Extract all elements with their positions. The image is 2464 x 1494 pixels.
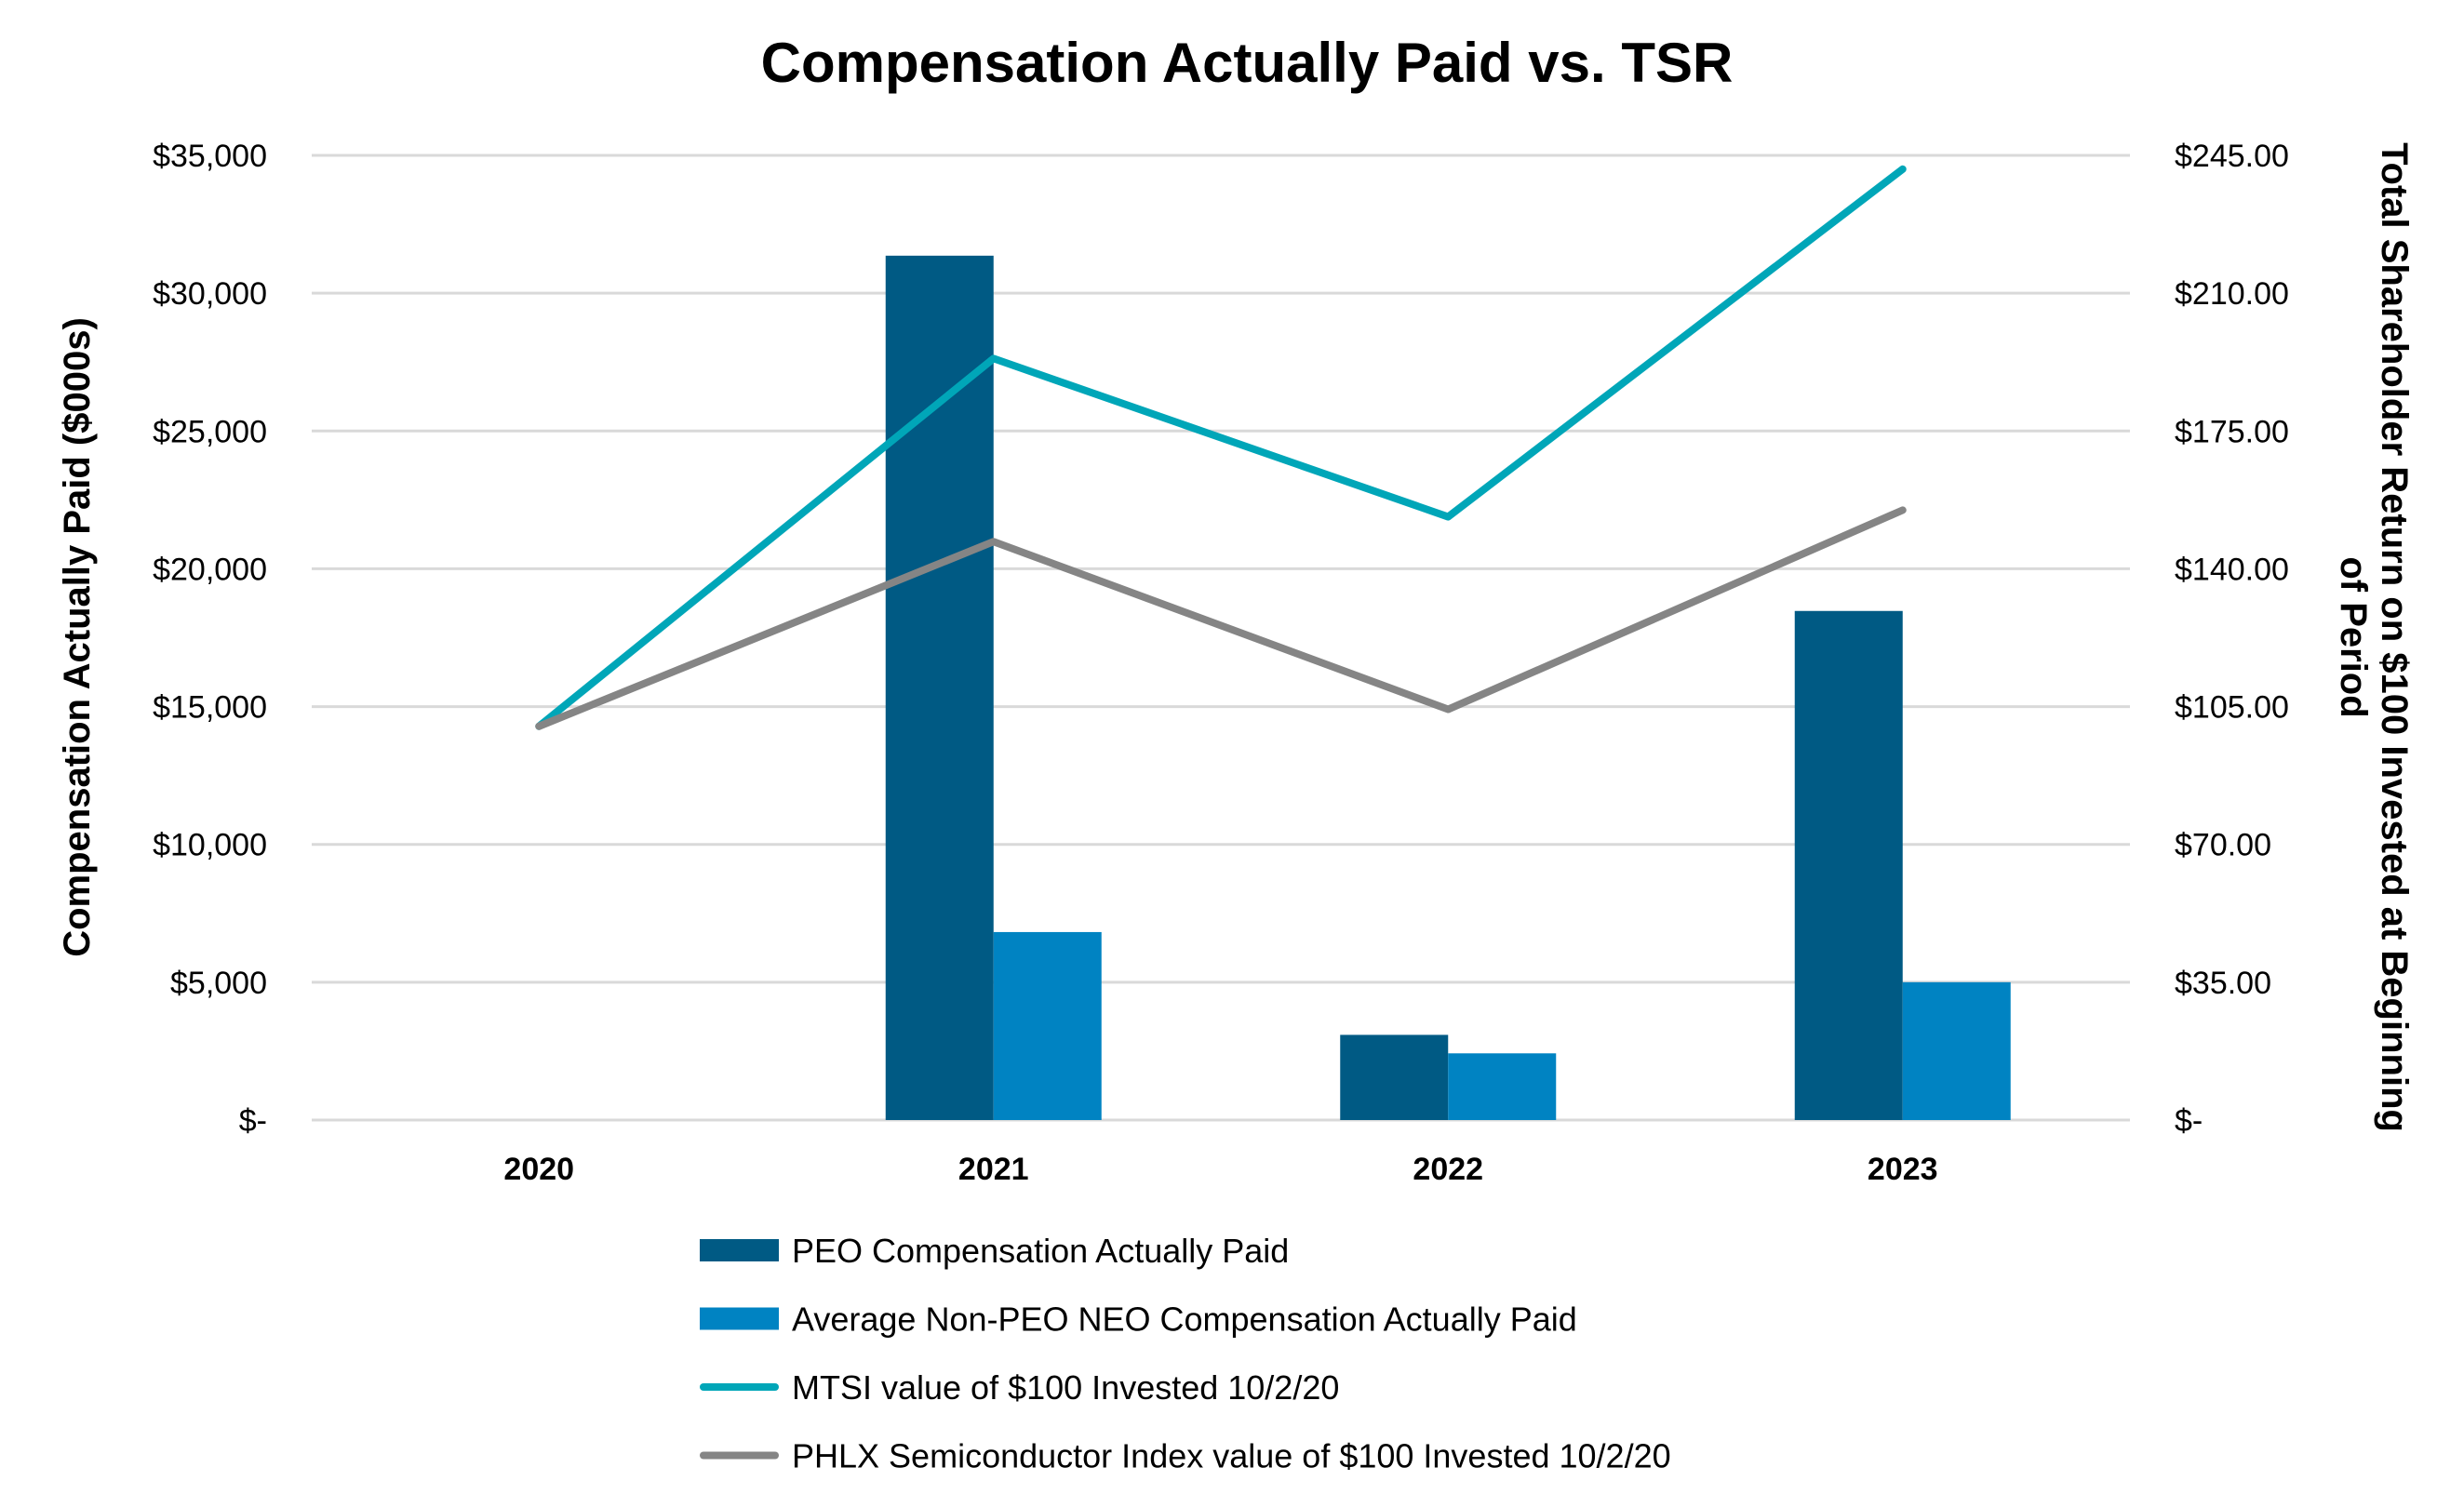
line-series-2: [535, 506, 1907, 730]
left-axis-title: Compensation Actually Paid ($000s): [57, 317, 98, 957]
legend-label: PEO Compensation Actually Paid: [792, 1232, 1289, 1270]
left-tick-label: $10,000: [153, 828, 267, 863]
left-tick-label: $30,000: [153, 276, 267, 312]
legend-label: MTSI value of $100 Invested 10/2/20: [792, 1368, 1339, 1407]
left-tick-label: $25,000: [153, 414, 267, 449]
left-axis-ticks: $- $5,000 $10,000 $15,000 $20,000 $25,000 $30,…: [153, 139, 267, 1139]
legend-swatch: [700, 1239, 779, 1261]
chart-title: Compensation Actually Paid vs. TSR: [761, 32, 1734, 94]
left-tick-label: $20,000: [153, 552, 267, 587]
bar-2021-series-1: [885, 255, 994, 1120]
right-tick-label: $35.00: [2175, 966, 2271, 1001]
gridlines: [312, 153, 2130, 1122]
legend-label: PHLX Semiconductor Index value of $100 I…: [792, 1437, 1671, 1475]
left-tick-label: $5,000: [170, 966, 267, 1001]
legend: PEO Compensation Actually Paid Average No…: [700, 1232, 1671, 1475]
left-tick-label: $35,000: [153, 139, 267, 174]
right-tick-label: $70.00: [2175, 828, 2271, 863]
legend-swatch: [700, 1307, 779, 1330]
x-tick-label: 2023: [1868, 1152, 1938, 1187]
right-axis-ticks: $- $35.00 $70.00 $105.00 $140.00 $175.00 $210.…: [2175, 139, 2289, 1139]
legend-label: Average Non-PEO NEO Compensation Actuall…: [792, 1301, 1577, 1339]
right-tick-label: $105.00: [2175, 690, 2289, 726]
bar-2022-series-2: [1448, 1053, 1557, 1120]
lines: [535, 165, 1907, 730]
line-series-1: [535, 165, 1907, 730]
bar-2023-series-2: [1902, 981, 2011, 1120]
x-tick-label: 2021: [958, 1152, 1029, 1187]
right-tick-label: $175.00: [2175, 414, 2289, 449]
right-axis-title-line-1: Total Shareholder Return on $100 Investe…: [2374, 142, 2415, 1132]
bar-2023-series-1: [1794, 610, 1903, 1120]
left-tick-label: $-: [239, 1103, 267, 1139]
right-tick-label: $245.00: [2175, 139, 2289, 174]
right-tick-label: $210.00: [2175, 276, 2289, 312]
x-tick-label: 2020: [503, 1152, 574, 1187]
right-axis-title-line-2: of Period: [2333, 556, 2374, 717]
right-tick-label: $140.00: [2175, 552, 2289, 587]
right-tick-label: $-: [2175, 1103, 2203, 1139]
x-axis-ticks: 2020 2021 2022 2023: [503, 1152, 1937, 1187]
bar-2022-series-1: [1340, 1034, 1449, 1120]
x-tick-label: 2022: [1413, 1152, 1483, 1187]
bars: [885, 255, 2011, 1120]
bar-2021-series-2: [993, 931, 1102, 1120]
left-tick-label: $15,000: [153, 690, 267, 726]
